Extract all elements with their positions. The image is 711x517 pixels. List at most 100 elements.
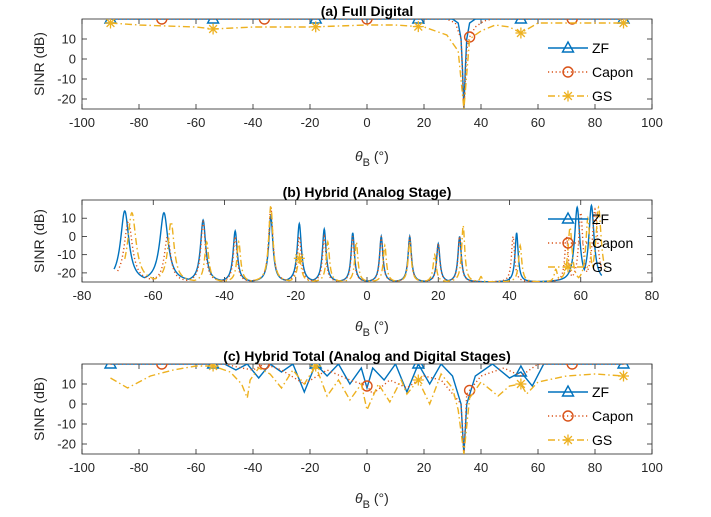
x-axis-label: θB (°): [355, 490, 389, 511]
data-marker-capon: [258, 19, 271, 25]
x-tick-label: -80: [130, 115, 149, 130]
chart-title: (c) Hybrid Total (Analog and Digital Sta…: [223, 348, 511, 364]
x-axis-label: θB (°): [355, 148, 389, 169]
series-line-zf: [110, 364, 624, 454]
data-marker-gs: [515, 378, 527, 390]
y-axis-label: SINR (dB): [31, 209, 47, 273]
x-tick-label: -40: [244, 115, 263, 130]
data-marker-zf: [103, 364, 118, 369]
y-tick-label: -20: [57, 437, 76, 452]
data-marker-zf: [206, 19, 220, 24]
y-tick-label: 0: [69, 229, 76, 244]
data-marker-gs: [618, 19, 629, 29]
legend-label: Capon: [592, 408, 633, 424]
data-marker-gs: [412, 374, 424, 386]
legend-marker-gs: [562, 90, 574, 102]
legend-label: GS: [592, 432, 612, 448]
legend-marker-zf: [561, 384, 575, 397]
x-tick-label: 20: [431, 288, 445, 303]
series-line-zf: [110, 19, 624, 109]
y-tick-label: 0: [69, 52, 76, 67]
x-tick-label: -40: [244, 460, 263, 475]
x-axis-label-symbol: θ: [355, 318, 363, 334]
chart-panel-3: -100 -80 -60 -40 -20 0 20 40 60 80 100100-10-20(c)…: [31, 348, 663, 511]
x-axis-label-subscript: B: [363, 327, 370, 339]
legend: ZF Capon GS: [548, 384, 633, 448]
legend-marker-capon: [562, 410, 574, 422]
data-marker-gs: [293, 252, 305, 264]
x-tick-label: 20: [417, 115, 431, 130]
data-marker-capon: [361, 19, 373, 25]
x-tick-label: -60: [187, 460, 206, 475]
plot-area: [81, 199, 653, 283]
x-axis-label-subscript: B: [363, 499, 370, 511]
x-tick-label: 100: [641, 460, 663, 475]
x-axis-label-unit: (°): [370, 318, 389, 334]
legend-marker-capon: [562, 66, 574, 78]
legend-label: Capon: [592, 64, 633, 80]
legend-label: Capon: [592, 235, 633, 251]
x-tick-label: -40: [215, 288, 234, 303]
data-marker-capon: [566, 19, 578, 25]
data-marker-gs: [105, 19, 116, 29]
y-tick-label: -10: [57, 417, 76, 432]
y-tick-label: -10: [57, 247, 76, 262]
x-tick-label: 40: [474, 115, 488, 130]
series-line-capon: [117, 207, 603, 282]
x-tick-label: 0: [363, 288, 370, 303]
x-tick-label: -60: [187, 115, 206, 130]
legend: ZF Capon GS: [548, 211, 633, 275]
x-tick-label: 60: [531, 460, 545, 475]
plot-area: [81, 363, 653, 455]
data-marker-gs: [412, 21, 424, 33]
y-tick-label: 10: [62, 377, 76, 392]
data-marker-capon: [156, 364, 168, 370]
x-tick-label: 80: [645, 288, 659, 303]
series-line-gs: [124, 205, 607, 282]
chart-title: (a) Full Digital: [321, 3, 414, 19]
data-marker-gs: [515, 27, 527, 39]
x-tick-label: 20: [417, 460, 431, 475]
x-axis-label-unit: (°): [370, 490, 389, 506]
legend-label: GS: [592, 259, 612, 275]
legend-label: ZF: [592, 40, 609, 56]
x-tick-label: 40: [474, 460, 488, 475]
x-tick-label: -80: [130, 460, 149, 475]
data-marker-gs: [618, 370, 629, 382]
x-tick-label: 0: [363, 460, 370, 475]
x-axis-label-subscript: B: [363, 157, 370, 169]
x-tick-label: -20: [301, 115, 320, 130]
x-tick-label: 60: [574, 288, 588, 303]
x-axis-label: θB (°): [355, 318, 389, 339]
y-axis-label: SINR (dB): [31, 377, 47, 441]
x-tick-label: 80: [588, 115, 602, 130]
data-marker-capon: [566, 364, 578, 370]
x-axis-label-symbol: θ: [355, 148, 363, 164]
y-tick-label: -20: [57, 265, 76, 280]
legend-label: ZF: [592, 384, 609, 400]
x-tick-label: 80: [588, 460, 602, 475]
x-tick-label: -20: [286, 288, 305, 303]
y-tick-label: 0: [69, 397, 76, 412]
data-marker-gs: [310, 364, 322, 372]
x-tick-label: -20: [301, 460, 320, 475]
x-axis-label-unit: (°): [370, 148, 389, 164]
y-tick-label: -20: [57, 92, 76, 107]
data-marker-capon: [258, 364, 271, 370]
data-marker-zf: [411, 364, 425, 369]
legend-marker-gs: [562, 261, 574, 273]
legend-marker-capon: [562, 237, 574, 249]
legend-marker-gs: [562, 434, 574, 446]
chart-title: (b) Hybrid (Analog Stage): [283, 184, 452, 200]
legend-label: GS: [592, 88, 612, 104]
y-tick-label: -10: [57, 72, 76, 87]
plot-area: [81, 18, 653, 110]
x-tick-label: -100: [69, 115, 95, 130]
x-tick-label: -60: [144, 288, 163, 303]
data-marker-zf: [514, 19, 528, 24]
chart-panel-1: -100 -80 -60 -40 -20 0 20 40 60 80 100100-10-20(a)…: [31, 3, 663, 169]
data-marker-gs: [207, 364, 219, 372]
series-line-capon: [110, 19, 624, 109]
